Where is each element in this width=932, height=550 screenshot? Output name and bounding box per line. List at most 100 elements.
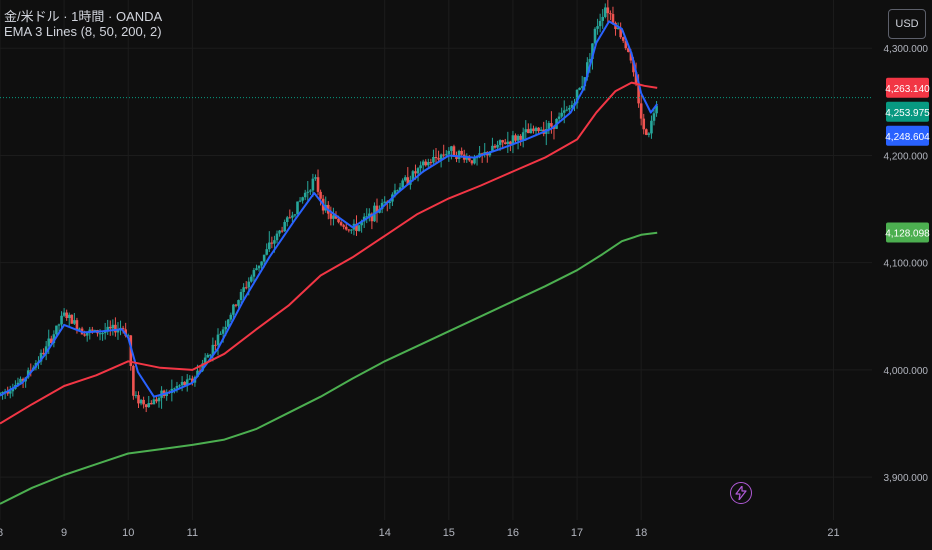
candle-body (175, 385, 179, 389)
ema-line-ema-200 (0, 231, 658, 505)
candle-body (52, 334, 56, 344)
candle-body (455, 156, 458, 159)
candle-body (319, 191, 322, 199)
candle-body (47, 338, 51, 347)
candle-body (393, 190, 397, 195)
candle-body (416, 168, 420, 174)
candle-body (214, 344, 217, 346)
candle-body (73, 320, 76, 324)
candle-body (480, 153, 484, 155)
candle-body (534, 127, 538, 132)
candle-body (296, 201, 299, 215)
candle-body (442, 154, 445, 156)
candle-body (457, 150, 461, 159)
candle-body (419, 165, 422, 169)
candle-body (619, 27, 622, 38)
candle-body (570, 104, 574, 108)
candle-body (252, 270, 256, 277)
candle-body (491, 145, 494, 153)
candle-body (519, 135, 522, 140)
candle-body (232, 304, 235, 315)
price-tag-ema-50: 4,263.140 (885, 77, 930, 98)
candle-body (111, 324, 115, 329)
candle-body (306, 191, 310, 193)
candle-body (537, 127, 540, 132)
candle-body (501, 140, 504, 143)
candle-body (26, 370, 30, 378)
candle-body (101, 333, 104, 335)
candle-body (293, 214, 297, 216)
candle-body (332, 215, 335, 219)
candle-body (152, 399, 156, 405)
candle-body (380, 202, 384, 210)
candle-body (650, 120, 653, 134)
candle-body (629, 52, 633, 61)
candle-body (591, 43, 594, 59)
time-tick-label: 15 (443, 527, 455, 539)
candle-body (437, 158, 440, 160)
candle-body (88, 329, 92, 333)
price-tag-bg (886, 222, 929, 243)
candle-body (432, 156, 435, 163)
candle-body (434, 156, 438, 159)
candle-body (575, 89, 579, 104)
candle-body (560, 112, 563, 117)
price-tick-label: 4,000.000 (884, 366, 929, 377)
candle-body (539, 129, 543, 132)
candle-body (403, 177, 407, 181)
candle-body (398, 187, 402, 191)
candle-body (411, 171, 415, 181)
candle-body (329, 213, 333, 219)
candle-body (609, 13, 612, 15)
candle-body (311, 178, 315, 191)
candle-body (388, 201, 392, 203)
currency-button[interactable]: USD (888, 9, 926, 39)
candle-body (452, 146, 456, 157)
candle-body (124, 329, 127, 336)
candle-body (280, 230, 284, 232)
candle-body (578, 87, 581, 90)
candle-body (645, 129, 648, 135)
price-tick-label: 4,200.000 (884, 151, 929, 162)
candle-body (267, 242, 271, 250)
candle-body (1, 391, 4, 393)
candle-body (350, 229, 353, 231)
candle-body (275, 233, 279, 241)
candle-body (429, 162, 433, 164)
candle-body (129, 335, 133, 366)
lightning-button[interactable] (730, 482, 752, 504)
price-tick-label: 4,300.000 (884, 44, 929, 55)
candle-body (424, 161, 428, 166)
price-tag-label: 4,253.975 (885, 108, 930, 119)
candle-body (257, 265, 261, 269)
candle-body (191, 378, 194, 383)
candle-body (60, 315, 63, 325)
symbol-title: 金/米ドル · 1時間 · OANDA (4, 9, 163, 24)
candle-body (242, 287, 245, 292)
candle-body (298, 200, 302, 202)
price-tag-last-price: 4,253.975 (885, 101, 930, 122)
candle-body (147, 403, 151, 408)
candle-body (285, 217, 289, 223)
candle-body (180, 381, 184, 386)
candle-body (39, 352, 43, 362)
candle-body (603, 7, 607, 17)
candle-body (639, 103, 643, 119)
candle-body (624, 40, 628, 49)
candle-body (655, 105, 658, 114)
indicator-legend[interactable]: EMA 3 Lines (8, 50, 200, 2) (4, 24, 162, 39)
candle-body (652, 113, 656, 121)
candle-body (488, 152, 492, 156)
time-axis[interactable]: 8 9 10 11 14 15 16 17 18 21 (0, 527, 840, 539)
price-axis[interactable]: 3,900.000 4,000.000 4,100.000 4,200.000 4,30… (884, 44, 929, 484)
candle-body (0, 392, 2, 394)
time-tick-label: 21 (827, 527, 839, 539)
candle-body (91, 329, 94, 331)
candle-body (157, 397, 161, 402)
candle-body (265, 249, 269, 255)
candle-body (288, 217, 292, 219)
candle-body (342, 225, 345, 227)
candle-body (521, 132, 525, 140)
candle-body (516, 135, 520, 141)
